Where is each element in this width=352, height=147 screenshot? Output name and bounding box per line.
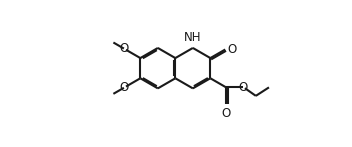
Text: O: O <box>119 42 128 55</box>
Text: O: O <box>119 81 128 94</box>
Text: O: O <box>238 81 247 94</box>
Text: O: O <box>228 43 237 56</box>
Text: NH: NH <box>184 31 202 44</box>
Text: O: O <box>221 107 231 120</box>
